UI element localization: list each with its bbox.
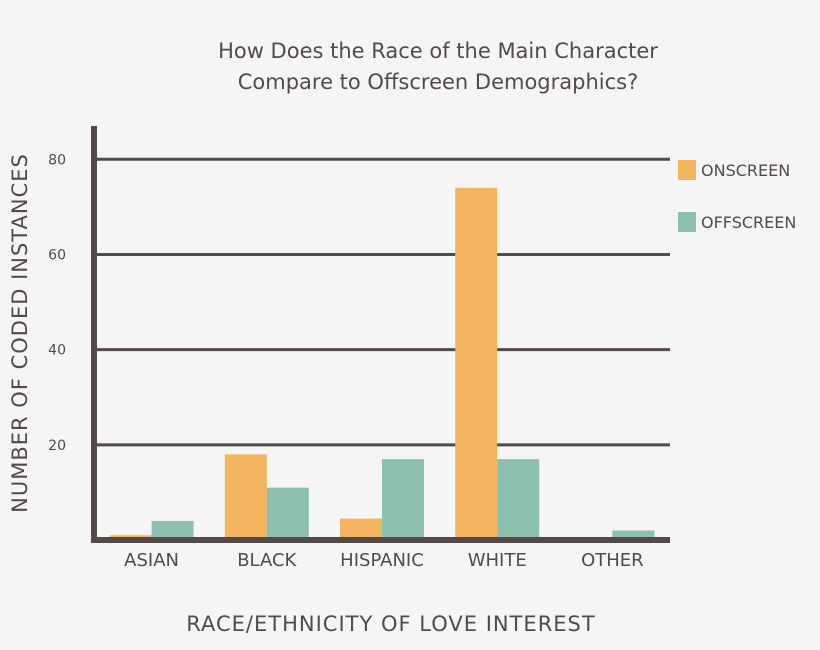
chart-title-line-2: Compare to Offscreen Demographics? <box>238 70 639 94</box>
legend-label-onscreen: ONSCREEN <box>701 161 790 180</box>
y-tick-label: 80 <box>48 152 66 168</box>
y-tick-label: 40 <box>48 343 66 359</box>
y-tick-label: 60 <box>48 247 66 263</box>
x-category-label: HISPANIC <box>340 550 424 571</box>
x-category-label: BLACK <box>237 550 297 571</box>
bar-offscreen-white <box>497 459 540 540</box>
y-tick-label: 20 <box>48 438 66 454</box>
axes <box>91 126 670 543</box>
x-category-labels: ASIAN BLACK HISPANIC WHITE OTHER <box>124 550 644 571</box>
bar-onscreen-hispanic <box>340 518 382 540</box>
chart-title-line-1: How Does the Race of the Main Character <box>218 39 658 63</box>
x-category-label: WHITE <box>468 550 527 571</box>
gridlines <box>94 157 670 447</box>
legend: ONSCREEN OFFSCREEN <box>678 160 796 232</box>
bar-onscreen-white <box>455 187 498 541</box>
bar-offscreen-black <box>266 487 309 540</box>
bar-onscreen-black <box>224 454 267 540</box>
bar-offscreen-other <box>612 530 655 540</box>
x-axis-title: RACE/ETHNICITY OF LOVE INTEREST <box>186 612 595 636</box>
legend-swatch-onscreen <box>678 160 696 180</box>
x-category-label: ASIAN <box>124 550 179 571</box>
y-axis-title: NUMBER OF CODED INSTANCES <box>8 153 32 513</box>
bars <box>109 187 655 541</box>
bar-offscreen-asian <box>151 520 194 540</box>
x-category-label: OTHER <box>581 550 644 571</box>
y-tick-labels: 20 40 60 80 <box>48 152 66 454</box>
legend-swatch-offscreen <box>678 212 696 232</box>
bar-offscreen-hispanic <box>382 459 424 540</box>
legend-label-offscreen: OFFSCREEN <box>701 213 796 232</box>
